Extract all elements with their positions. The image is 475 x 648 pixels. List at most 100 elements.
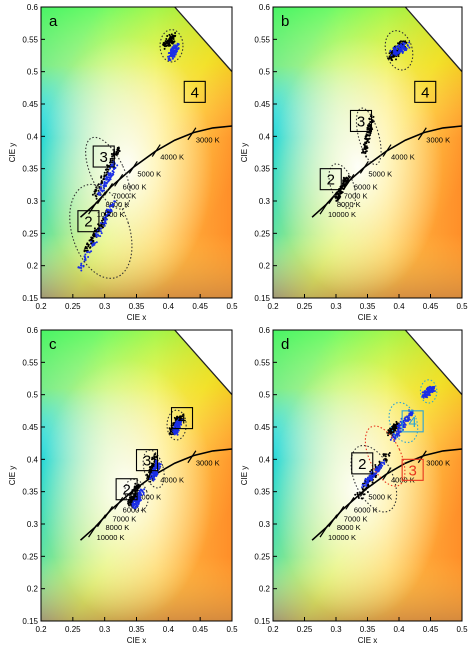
- y-tick-label: 0.2: [27, 262, 39, 271]
- data-point: [95, 197, 98, 200]
- data-point: [168, 427, 171, 430]
- y-axis-label: CIE y: [8, 466, 17, 486]
- data-point: [431, 388, 434, 391]
- y-tick-label: 0.55: [22, 358, 38, 367]
- data-point: [433, 390, 436, 392]
- data-point: [174, 431, 177, 434]
- y-tick-label: 0.4: [27, 132, 39, 141]
- cct-tick: [151, 144, 161, 157]
- data-point: [159, 463, 162, 466]
- data-point: [399, 420, 402, 423]
- data-point: [95, 235, 98, 238]
- group-box: [401, 410, 424, 433]
- data-point: [94, 190, 97, 193]
- data-point: [175, 420, 178, 423]
- data-point: [421, 391, 424, 394]
- data-point: [369, 124, 371, 127]
- data-point: [422, 394, 425, 397]
- data-point: [159, 465, 162, 468]
- data-point: [180, 420, 183, 423]
- data-point: [397, 55, 400, 58]
- y-tick-label: 0.35: [22, 165, 38, 174]
- data-point: [361, 151, 363, 154]
- data-point: [377, 468, 380, 471]
- data-point: [141, 490, 144, 493]
- data-point: [138, 485, 141, 488]
- data-point: [103, 224, 106, 227]
- y-tick-label: 0.45: [254, 100, 270, 109]
- data-point: [168, 33, 171, 36]
- data-point: [109, 167, 112, 170]
- x-tick-label: 0.2: [35, 302, 47, 311]
- data-point: [153, 471, 156, 474]
- cct-label: 10000 K: [97, 533, 125, 542]
- data-point: [107, 172, 110, 175]
- data-point: [361, 483, 364, 486]
- data-point: [337, 193, 340, 196]
- data-point: [87, 245, 90, 248]
- data-point: [382, 454, 385, 457]
- data-point: [393, 429, 396, 432]
- data-point: [103, 189, 105, 192]
- data-point: [92, 235, 95, 237]
- cct-label: 8000 K: [105, 200, 129, 209]
- y-tick-label: 0.55: [22, 35, 38, 44]
- x-tick-label: 0.35: [129, 302, 145, 311]
- data-point: [424, 396, 427, 398]
- data-point: [152, 462, 155, 465]
- cct-label: 6000 K: [123, 505, 147, 514]
- data-point: [111, 170, 114, 173]
- data-point: [104, 220, 107, 223]
- data-point: [357, 495, 360, 498]
- data-point: [146, 474, 149, 477]
- data-point: [366, 139, 369, 142]
- group-label: 4: [191, 84, 199, 101]
- data-point: [80, 262, 83, 265]
- cct-label: 10000 K: [328, 210, 356, 219]
- x-axis-label: CIE x: [127, 313, 147, 322]
- data-point: [365, 135, 368, 137]
- data-point: [370, 479, 373, 482]
- cluster-ellipse: [142, 449, 165, 489]
- cluster-ellipse: [328, 163, 357, 209]
- data-point: [110, 210, 113, 213]
- data-point: [105, 178, 108, 181]
- data-point: [368, 485, 370, 488]
- data-point: [94, 232, 97, 235]
- data-point: [83, 249, 86, 252]
- x-tick-label: 0.3: [99, 625, 111, 634]
- data-point: [93, 227, 96, 230]
- group-label: 3: [408, 462, 416, 479]
- data-point: [374, 464, 377, 466]
- data-point: [363, 488, 366, 491]
- data-point: [163, 47, 166, 50]
- cct-tick: [335, 506, 345, 519]
- data-point: [399, 430, 401, 433]
- data-point: [88, 251, 91, 254]
- x-tick-label: 0.4: [163, 302, 175, 311]
- group-box: [115, 478, 138, 501]
- y-tick-label: 0.4: [259, 132, 271, 141]
- data-point: [169, 36, 172, 39]
- data-point: [167, 52, 170, 55]
- data-point: [98, 186, 101, 188]
- data-point: [168, 55, 171, 58]
- cct-label: 8000 K: [337, 200, 361, 209]
- y-tick-label: 0.3: [259, 197, 271, 206]
- x-tick-label: 0.25: [65, 625, 81, 634]
- x-tick-label: 0.35: [360, 302, 376, 311]
- group-box: [414, 80, 437, 103]
- cct-tick: [417, 450, 427, 464]
- data-point: [153, 476, 156, 478]
- cct-label: 10000 K: [328, 533, 356, 542]
- data-point: [149, 477, 152, 480]
- cct-label: 3000 K: [196, 136, 220, 145]
- data-point: [128, 496, 131, 499]
- data-point: [395, 50, 397, 53]
- data-point: [171, 55, 174, 58]
- data-point: [168, 38, 171, 41]
- x-tick-label: 0.3: [330, 625, 342, 634]
- group-label: 2: [122, 482, 130, 499]
- cct-label: 5000 K: [137, 492, 161, 501]
